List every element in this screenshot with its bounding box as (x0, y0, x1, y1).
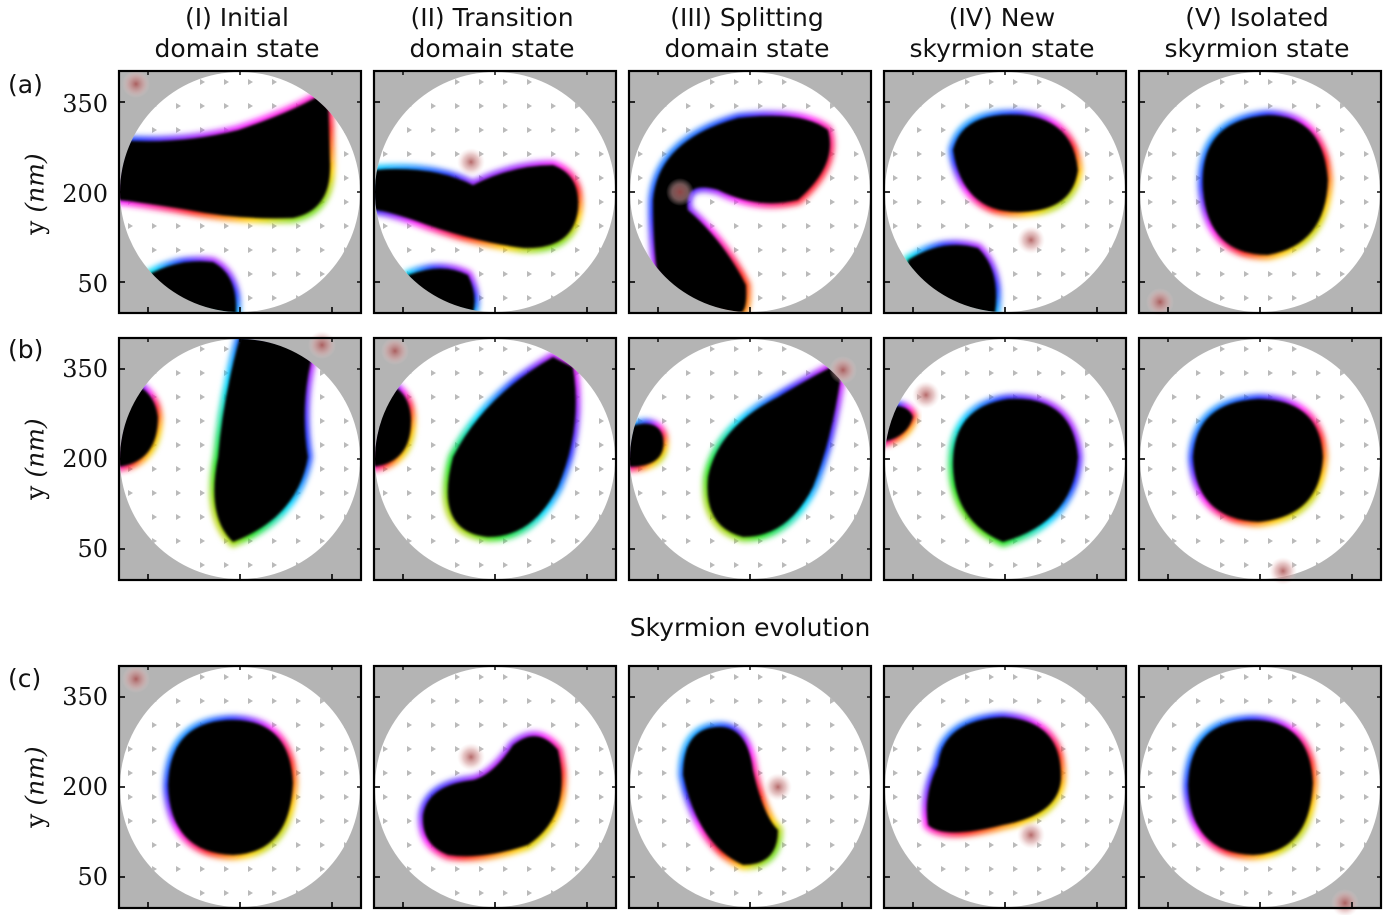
panel-a-1 (117, 69, 363, 315)
panels-layer (117, 69, 1383, 915)
panel-c-1 (117, 664, 363, 910)
row-label-c: (c) (8, 664, 42, 693)
ytick-a-350: 350 (62, 90, 108, 118)
defect-site (457, 148, 485, 176)
panel-b-3 (627, 336, 873, 582)
panel-c-4 (882, 664, 1128, 910)
column-title-3-line1: (III) Splitting (670, 3, 824, 32)
defect-site (308, 331, 336, 359)
panel-b-1 (117, 331, 363, 582)
ytick-c-350: 350 (62, 683, 108, 711)
column-title-1-line1: (I) Initial (184, 3, 289, 32)
panel-frame (117, 336, 363, 582)
panel-a-3 (627, 69, 873, 315)
magnetic-domain (375, 165, 579, 249)
column-title-1-line2: domain state (154, 34, 320, 63)
panel-a-2 (372, 69, 618, 315)
ytick-b-50: 50 (77, 535, 108, 563)
panel-frame (627, 69, 873, 315)
defect-site (666, 178, 694, 206)
panel-frame (627, 336, 873, 582)
ytick-a-200: 200 (62, 180, 108, 208)
magnetic-domain (120, 90, 331, 219)
defect-site (1146, 288, 1174, 316)
panel-frame (882, 664, 1128, 910)
defect-site (1269, 557, 1297, 585)
magnetic-domain (168, 720, 293, 855)
panel-frame (372, 69, 618, 315)
defect-site (1017, 821, 1045, 849)
magnetic-domain (214, 339, 318, 542)
panel-frame (1137, 664, 1383, 910)
panel-frame (372, 336, 618, 582)
magnetic-domain (683, 726, 778, 865)
magnetic-domain (953, 114, 1078, 213)
magnetic-domain (422, 736, 562, 857)
panel-frame (882, 69, 1128, 315)
defect-site (122, 665, 150, 693)
row-label-b: (b) (8, 335, 44, 364)
magnetic-domain (1193, 399, 1323, 522)
column-title-1: (I) Initial domain state (112, 2, 362, 64)
defect-site (457, 743, 485, 771)
panel-c-5 (1137, 664, 1383, 915)
column-title-3: (III) Splitting domain state (622, 2, 872, 64)
magnetic-domain (447, 357, 576, 537)
panel-frame (627, 664, 873, 910)
panel-b-5 (1137, 336, 1383, 585)
panel-frame (1137, 69, 1383, 315)
panel-a-4 (882, 69, 1128, 315)
ytick-b-200: 200 (62, 445, 108, 473)
ytick-a-50: 50 (77, 270, 108, 298)
column-title-2-line2: domain state (409, 34, 575, 63)
panel-frame (117, 664, 363, 910)
magnetic-domain (1188, 720, 1313, 855)
panel-c-3 (627, 664, 873, 910)
panel-frame (117, 69, 363, 315)
panel-b-4 (882, 336, 1128, 582)
column-title-5-line1: (V) Isolated (1185, 3, 1329, 32)
defect-site (912, 381, 940, 409)
panel-frame (882, 336, 1128, 582)
magnetic-domain (707, 362, 843, 537)
column-title-2-line1: (II) Transition (410, 3, 574, 32)
column-title-3-line2: domain state (664, 34, 830, 63)
ytick-c-200: 200 (62, 773, 108, 801)
defect-site (1017, 226, 1045, 254)
defect-site (122, 70, 150, 98)
panel-c-2 (372, 664, 618, 910)
magnetic-domain (653, 115, 830, 312)
ytick-b-350: 350 (62, 355, 108, 383)
magnetic-domain (1202, 115, 1328, 255)
panel-a-5 (1137, 69, 1383, 316)
row-label-a: (a) (8, 70, 43, 99)
column-title-5: (V) Isolated skyrmion state (1132, 2, 1382, 64)
magnetic-domain (952, 398, 1078, 542)
column-title-4: (IV) New skyrmion state (877, 2, 1127, 64)
column-title-2: (II) Transition domain state (367, 2, 617, 64)
defect-site (829, 356, 857, 384)
ytick-c-50: 50 (77, 863, 108, 891)
panel-b-2 (372, 336, 618, 582)
defect-site (764, 773, 792, 801)
skyrmion-evolution-caption: Skyrmion evolution (629, 613, 871, 642)
panel-frame (372, 664, 618, 910)
defect-site (381, 337, 409, 365)
column-title-4-line2: skyrmion state (909, 34, 1095, 63)
panel-frame (1137, 336, 1383, 582)
column-title-5-line2: skyrmion state (1164, 34, 1350, 63)
magnetic-domain (630, 423, 664, 467)
magnetic-domain (926, 717, 1062, 833)
column-title-4-line1: (IV) New (948, 3, 1056, 32)
